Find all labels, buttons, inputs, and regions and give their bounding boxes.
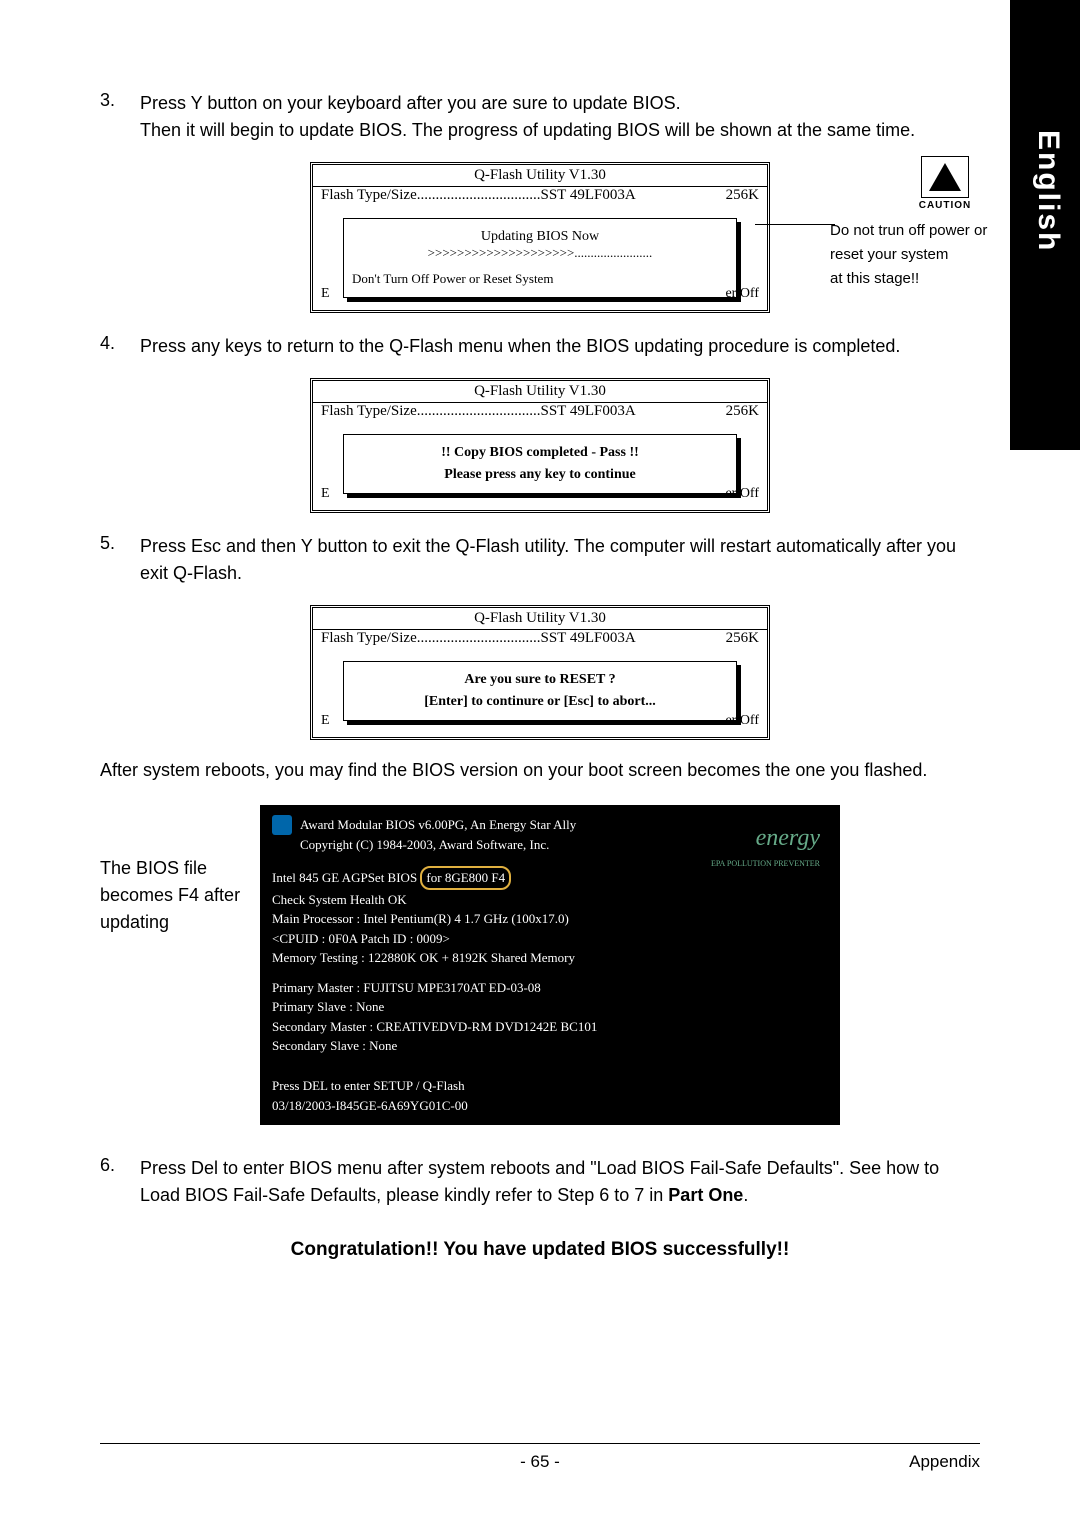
flashtype-label: Flash Type/Size.........................… — [321, 187, 636, 204]
flashtype-size: 256K — [726, 630, 759, 647]
bottom-left: E — [321, 713, 330, 729]
bottom-left: E — [321, 286, 330, 302]
step6-bold: Part One — [668, 1185, 743, 1205]
step-5: 5. Press Esc and then Y button to exit t… — [100, 533, 980, 587]
press-any-key: Please press any key to continue — [352, 467, 728, 483]
step3-line1: Press Y button on your keyboard after yo… — [140, 93, 681, 113]
qflash-flashtype-row: Flash Type/Size.........................… — [313, 630, 767, 651]
step-text: Press any keys to return to the Q-Flash … — [140, 333, 900, 360]
caution-icon — [921, 156, 969, 198]
step6-text1: Press Del to enter BIOS menu after syste… — [140, 1158, 939, 1205]
boot-l12: Press DEL to enter SETUP / Q-Flash — [272, 1076, 468, 1096]
boot-l4: Check System Health OK — [272, 890, 828, 910]
step-text: Press Y button on your keyboard after yo… — [140, 90, 915, 144]
step-num: 3. — [100, 90, 140, 144]
qflash-box-2: Q-Flash Utility V1.30 Flash Type/Size...… — [100, 378, 980, 513]
boot-l11: Secondary Slave : None — [272, 1036, 828, 1056]
qflash-flashtype-row: Flash Type/Size.........................… — [313, 403, 767, 424]
qflash-bottom-row: E er Off — [313, 286, 767, 310]
bios-version-highlight: for 8GE800 F4 — [420, 866, 511, 890]
qflash-inner: !! Copy BIOS completed - Pass !! Please … — [343, 434, 737, 494]
qflash-bottom-row: E er Off — [313, 486, 767, 510]
updating-warn: Don't Turn Off Power or Reset System — [352, 271, 728, 287]
bottom-right: er Off — [725, 713, 759, 729]
callout-line — [755, 224, 835, 225]
qflash-title: Q-Flash Utility V1.30 — [313, 165, 767, 187]
qflash-outer: Q-Flash Utility V1.30 Flash Type/Size...… — [310, 378, 770, 513]
footer-section: Appendix — [909, 1452, 980, 1472]
updating-progress: >>>>>>>>>>>>>>>>>>>>....................… — [352, 245, 728, 261]
qflash-inner: Are you sure to RESET ? [Enter] to conti… — [343, 661, 737, 721]
boot-l3: Intel 845 GE AGPSet BIOS for 8GE800 F4 — [272, 866, 828, 890]
boot-label-3: updating — [100, 912, 169, 932]
qflash-outer: Q-Flash Utility V1.30 Flash Type/Size...… — [310, 605, 770, 740]
boot-label: The BIOS file becomes F4 after updating — [100, 805, 260, 936]
step-6: 6. Press Del to enter BIOS menu after sy… — [100, 1155, 980, 1209]
copy-complete: !! Copy BIOS completed - Pass !! — [352, 445, 728, 461]
updating-line1: Updating BIOS Now — [352, 229, 728, 245]
caution-text-3: at this stage!! — [830, 270, 919, 287]
step-text: Press Del to enter BIOS menu after syste… — [140, 1155, 980, 1209]
caution-text-2: reset your system — [830, 246, 948, 263]
boot-l5: Main Processor : Intel Pentium(R) 4 1.7 … — [272, 909, 828, 929]
energy-logo: energy — [756, 825, 820, 852]
boot-l10: Secondary Master : CREATIVEDVD-RM DVD124… — [272, 1017, 828, 1037]
caution-block: CAUTION Do not trun off power or reset y… — [830, 156, 1060, 291]
qflash-bottom-row: E er Off — [313, 713, 767, 737]
reset-instruct: [Enter] to continure or [Esc] to abort..… — [352, 694, 728, 710]
boot-label-1: The BIOS file — [100, 858, 207, 878]
boot-l13: 03/18/2003-I845GE-6A69YG01C-00 — [272, 1096, 468, 1116]
bottom-right: er Off — [725, 486, 759, 502]
boot-l8: Primary Master : FUJITSU MPE3170AT ED-03… — [272, 978, 828, 998]
flashtype-label: Flash Type/Size.........................… — [321, 403, 636, 420]
qflash-box-3: Q-Flash Utility V1.30 Flash Type/Size...… — [100, 605, 980, 740]
boot-l9: Primary Slave : None — [272, 997, 828, 1017]
qflash-flashtype-row: Flash Type/Size.........................… — [313, 187, 767, 208]
page-number: - 65 - — [520, 1452, 560, 1472]
boot-label-2: becomes F4 after — [100, 885, 240, 905]
step-num: 6. — [100, 1155, 140, 1209]
footer: - 65 - Appendix — [100, 1443, 980, 1472]
boot-l1: Award Modular BIOS v6.00PG, An Energy St… — [300, 815, 828, 835]
step-text: Press Esc and then Y button to exit the … — [140, 533, 980, 587]
boot-l6: <CPUID : 0F0A Patch ID : 0009> — [272, 929, 828, 949]
step-3: 3. Press Y button on your keyboard after… — [100, 90, 980, 144]
flashtype-size: 256K — [726, 187, 759, 204]
boot-l3a: Intel 845 GE AGPSet BIOS — [272, 870, 420, 885]
qflash-title: Q-Flash Utility V1.30 — [313, 608, 767, 630]
step-4: 4. Press any keys to return to the Q-Fla… — [100, 333, 980, 360]
boot-l7: Memory Testing : 122880K OK + 8192K Shar… — [272, 948, 828, 968]
step-num: 5. — [100, 533, 140, 587]
congratulation: Congratulation!! You have updated BIOS s… — [100, 1239, 980, 1261]
caution-text: Do not trun off power or reset your syst… — [830, 219, 1060, 291]
epa-logo-icon — [272, 815, 292, 835]
boot-l2: Copyright (C) 1984-2003, Award Software,… — [300, 835, 828, 855]
flashtype-label: Flash Type/Size.........................… — [321, 630, 636, 647]
caution-label: CAUTION — [830, 200, 1060, 211]
boot-section: The BIOS file becomes F4 after updating … — [100, 805, 980, 1125]
content: 3. Press Y button on your keyboard after… — [0, 0, 1080, 1261]
qflash-title: Q-Flash Utility V1.30 — [313, 381, 767, 403]
bottom-right: er Off — [725, 286, 759, 302]
step6-text2: . — [743, 1185, 748, 1205]
boot-screen: energy EPA POLLUTION PREVENTER Award Mod… — [260, 805, 840, 1125]
step3-line2: Then it will begin to update BIOS. The p… — [140, 120, 915, 140]
caution-text-1: Do not trun off power or — [830, 222, 987, 239]
reboot-text: After system reboots, you may find the B… — [100, 760, 980, 781]
step-num: 4. — [100, 333, 140, 360]
qflash-box-1: Q-Flash Utility V1.30 Flash Type/Size...… — [100, 162, 980, 313]
qflash-outer: Q-Flash Utility V1.30 Flash Type/Size...… — [310, 162, 770, 313]
reset-confirm: Are you sure to RESET ? — [352, 672, 728, 688]
flashtype-size: 256K — [726, 403, 759, 420]
energy-logo-sub: EPA POLLUTION PREVENTER — [711, 859, 820, 868]
bottom-left: E — [321, 486, 330, 502]
